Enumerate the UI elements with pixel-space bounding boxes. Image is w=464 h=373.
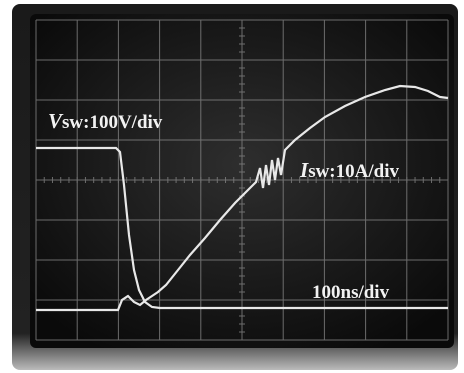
voltage-label: Vsw:100V/div [48, 109, 163, 133]
timebase-label: 100ns/div [312, 282, 390, 303]
scale: sw:100V/div [62, 112, 163, 133]
current-label: Isw:10A/div [299, 158, 399, 182]
oscilloscope-screen: Vsw:100V/div Isw:10A/div 100ns/div [0, 0, 464, 373]
scale: sw:10A/div [308, 161, 399, 182]
